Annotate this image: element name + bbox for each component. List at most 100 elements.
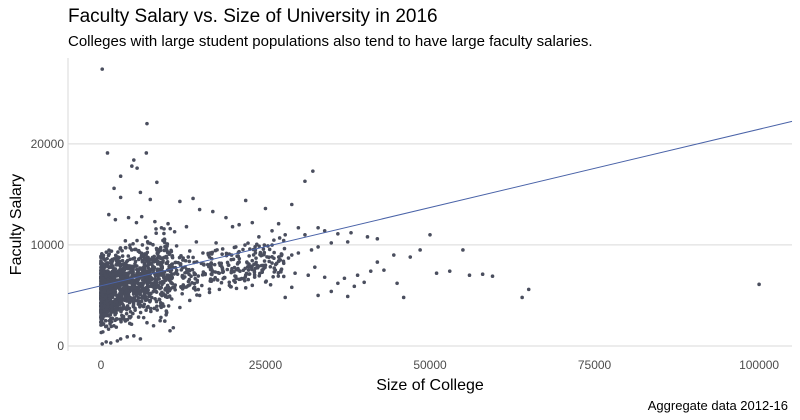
data-point [303, 179, 307, 184]
data-point [125, 258, 130, 263]
data-point [148, 261, 153, 265]
data-point [164, 309, 169, 313]
data-point [118, 195, 123, 200]
data-point [345, 294, 350, 299]
data-point [261, 247, 266, 251]
data-point [246, 241, 250, 245]
data-point [163, 294, 168, 299]
data-point [187, 298, 192, 303]
data-point [154, 227, 158, 231]
data-point [115, 257, 120, 261]
data-point [168, 226, 172, 231]
data-point [289, 253, 294, 257]
data-point [131, 265, 136, 269]
data-point [122, 317, 127, 321]
data-point [106, 305, 110, 309]
data-point [146, 288, 150, 293]
data-point [289, 202, 294, 207]
data-point [125, 335, 130, 339]
data-point [252, 269, 257, 273]
data-point [258, 250, 263, 255]
data-point [252, 273, 257, 277]
data-point [156, 277, 160, 281]
data-point [125, 317, 130, 322]
data-point [100, 280, 104, 285]
data-point [243, 243, 247, 247]
trend-line [67, 120, 793, 295]
data-point [172, 229, 177, 234]
data-point [262, 243, 267, 247]
data-point [230, 224, 235, 229]
data-point [309, 248, 314, 252]
data-point [270, 255, 274, 259]
data-point [219, 280, 224, 285]
data-point [179, 268, 184, 272]
data-point [146, 304, 150, 309]
data-point [132, 256, 137, 260]
data-point [239, 276, 244, 281]
data-point [296, 251, 301, 255]
data-point [263, 206, 268, 211]
data-point [214, 241, 218, 245]
data-point [135, 238, 139, 243]
data-point [138, 190, 143, 195]
data-point [194, 240, 199, 244]
data-point [139, 253, 144, 258]
data-point [270, 261, 274, 265]
grid-lines [68, 143, 792, 347]
data-point [149, 309, 153, 314]
data-point [161, 275, 166, 280]
data-point [112, 292, 116, 296]
data-point [145, 246, 149, 251]
data-point [461, 248, 465, 252]
data-point [187, 283, 192, 287]
data-point [166, 221, 170, 226]
data-point [107, 318, 112, 323]
data-point [100, 342, 105, 346]
data-point [113, 312, 117, 317]
data-point [196, 287, 201, 292]
data-point [190, 267, 195, 272]
data-point [168, 328, 172, 333]
y-axis-ticks: 0 10000 20000 [31, 137, 65, 353]
data-point [161, 280, 166, 285]
data-point [158, 301, 163, 305]
data-point [280, 252, 284, 257]
data-point [140, 296, 145, 300]
data-point [113, 307, 118, 311]
data-point [123, 245, 128, 250]
data-point [490, 274, 495, 279]
chart-title: Faculty Salary vs. Size of University in… [68, 6, 438, 27]
data-point [276, 221, 281, 226]
data-point [164, 288, 169, 292]
data-point [102, 278, 107, 283]
data-point [111, 288, 116, 293]
data-point [151, 256, 155, 261]
data-point [174, 244, 179, 248]
data-point [170, 254, 174, 259]
data-point [262, 252, 266, 257]
data-point [99, 286, 103, 291]
data-point [122, 285, 127, 290]
data-point [147, 268, 151, 273]
data-point [173, 287, 177, 292]
data-point [272, 266, 277, 270]
x-tick-label: 0 [98, 358, 105, 372]
data-point [123, 239, 128, 243]
data-point [153, 297, 157, 301]
data-point [270, 228, 274, 233]
data-point [138, 310, 143, 315]
data-point [183, 258, 188, 263]
data-point [200, 283, 204, 288]
data-point [226, 263, 231, 267]
data-point [179, 253, 183, 258]
data-point [137, 282, 142, 287]
data-point [428, 233, 432, 237]
data-point [143, 280, 148, 284]
data-point [165, 242, 170, 246]
data-point [224, 215, 228, 220]
data-point [143, 263, 147, 268]
data-point [155, 259, 160, 264]
data-point [120, 275, 125, 280]
data-point [241, 247, 245, 252]
